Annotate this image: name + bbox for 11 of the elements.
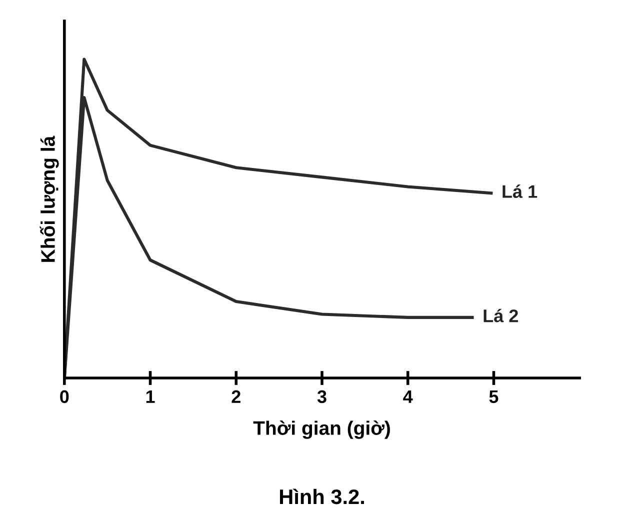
x-tick-label: 1 (146, 390, 155, 403)
y-axis-title: Khối lượng lá (40, 136, 59, 262)
x-tick-label: 4 (403, 390, 413, 403)
series-label: Lá 2 (484, 308, 518, 322)
x-tick-label: 5 (489, 390, 498, 404)
text: Hình 3.2. (280, 488, 364, 504)
x-tick-label: 0 (60, 390, 69, 404)
series-label: Lá 1 (502, 184, 538, 198)
x-tick-label: 2 (232, 390, 240, 403)
x-tick-label: 3 (317, 390, 326, 404)
x-axis-title: Thời gian (giờ) (253, 420, 390, 439)
